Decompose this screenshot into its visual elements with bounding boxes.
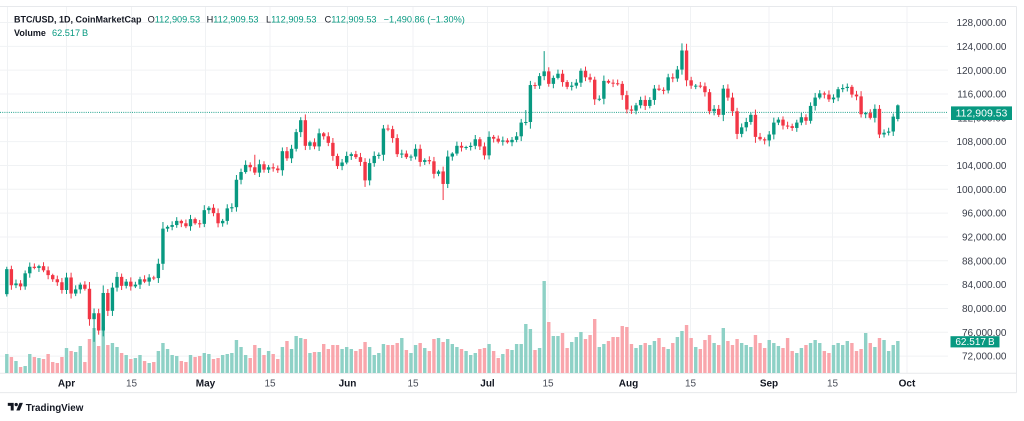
svg-text:C112,909.53: C112,909.53 <box>325 15 377 25</box>
svg-text:62.517 B: 62.517 B <box>955 337 995 348</box>
svg-text:15: 15 <box>126 379 138 390</box>
svg-text:80,000.00: 80,000.00 <box>962 304 1007 315</box>
svg-text:104,000.00: 104,000.00 <box>956 161 1006 172</box>
svg-text:May: May <box>196 379 216 390</box>
svg-text:112,909.53: 112,909.53 <box>956 108 1008 120</box>
svg-text:88,000.00: 88,000.00 <box>962 256 1007 267</box>
svg-text:92,000.00: 92,000.00 <box>962 233 1007 244</box>
svg-text:124,000.00: 124,000.00 <box>956 42 1006 53</box>
svg-text:116,000.00: 116,000.00 <box>957 90 1007 101</box>
svg-text:BTC/USD, 1D, CoinMarketCap: BTC/USD, 1D, CoinMarketCap <box>14 15 142 25</box>
svg-text:Aug: Aug <box>619 379 638 390</box>
svg-text:15: 15 <box>264 379 276 390</box>
svg-text:15: 15 <box>542 379 554 390</box>
svg-text:L112,909.53: L112,909.53 <box>266 15 316 25</box>
svg-text:72,000.00: 72,000.00 <box>962 352 1007 363</box>
svg-text:108,000.00: 108,000.00 <box>956 137 1006 148</box>
svg-text:76,000.00: 76,000.00 <box>962 328 1007 339</box>
svg-text:Apr: Apr <box>58 379 75 390</box>
svg-text:128,000.00: 128,000.00 <box>956 18 1006 29</box>
svg-text:62.517 B: 62.517 B <box>52 28 88 38</box>
svg-text:Volume: Volume <box>14 28 46 38</box>
svg-text:Oct: Oct <box>899 379 916 390</box>
svg-text:84,000.00: 84,000.00 <box>962 280 1007 291</box>
svg-text:H112,909.53: H112,909.53 <box>207 15 259 25</box>
svg-text:15: 15 <box>827 379 839 390</box>
svg-text:96,000.00: 96,000.00 <box>962 209 1007 220</box>
svg-text:15: 15 <box>407 379 419 390</box>
svg-text:120,000.00: 120,000.00 <box>956 66 1006 77</box>
svg-text:TradingView: TradingView <box>26 403 84 414</box>
svg-text:−1,490.86 (−1.30%): −1,490.86 (−1.30%) <box>384 15 465 25</box>
svg-text:Sep: Sep <box>760 379 778 390</box>
svg-text:Jul: Jul <box>480 379 495 390</box>
svg-text:15: 15 <box>685 379 697 390</box>
svg-text:Jun: Jun <box>339 379 357 390</box>
svg-text:100,000.00: 100,000.00 <box>956 185 1006 196</box>
svg-text:O112,909.53: O112,909.53 <box>148 15 200 25</box>
